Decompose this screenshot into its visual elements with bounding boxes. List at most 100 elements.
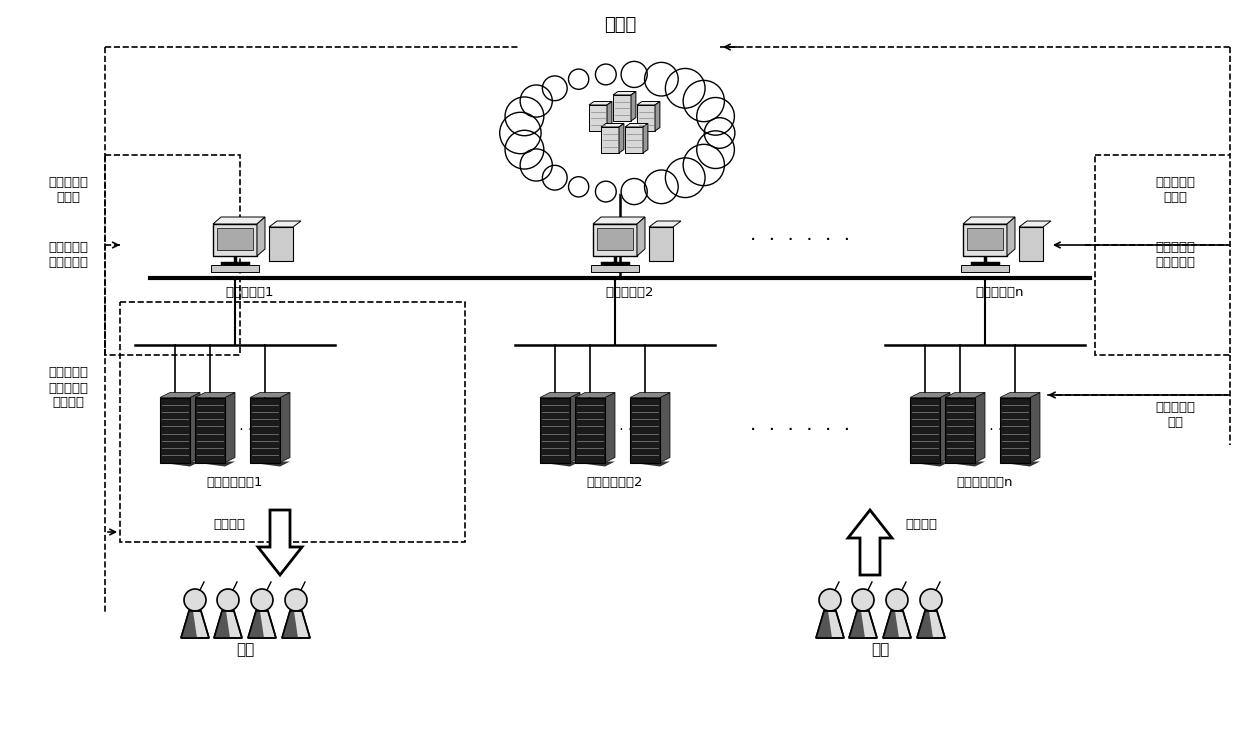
- Text: 电池上架: 电池上架: [905, 518, 937, 532]
- Circle shape: [595, 64, 616, 85]
- Polygon shape: [195, 393, 236, 398]
- Polygon shape: [975, 393, 985, 462]
- Polygon shape: [539, 462, 580, 466]
- Polygon shape: [575, 393, 615, 398]
- Bar: [120, 302, 465, 542]
- Circle shape: [184, 589, 206, 611]
- Bar: [269, 227, 293, 261]
- Polygon shape: [181, 611, 197, 638]
- Circle shape: [505, 130, 544, 169]
- Text: · · · · · ·: · · · · · ·: [213, 423, 262, 437]
- Text: 充放电设备组n: 充放电设备组n: [957, 475, 1013, 489]
- Polygon shape: [1030, 393, 1040, 462]
- Text: 充放电局部
馥集合: 充放电局部 馥集合: [1154, 176, 1195, 204]
- Polygon shape: [589, 102, 611, 105]
- Polygon shape: [608, 102, 611, 131]
- Bar: [613, 95, 631, 121]
- Bar: [596, 228, 632, 250]
- Polygon shape: [963, 217, 1016, 224]
- Circle shape: [568, 69, 589, 89]
- Polygon shape: [910, 462, 950, 466]
- Bar: [945, 398, 975, 462]
- Circle shape: [621, 178, 647, 205]
- Bar: [1095, 155, 1230, 355]
- Polygon shape: [605, 393, 615, 462]
- Polygon shape: [257, 217, 265, 256]
- Polygon shape: [160, 393, 200, 398]
- Circle shape: [697, 131, 734, 168]
- Bar: [963, 224, 1007, 256]
- Text: · · · · · ·: · · · · · ·: [594, 423, 641, 437]
- Polygon shape: [224, 393, 236, 462]
- Bar: [637, 105, 655, 131]
- Circle shape: [852, 589, 874, 611]
- Polygon shape: [625, 123, 647, 127]
- Polygon shape: [637, 217, 645, 256]
- Polygon shape: [539, 393, 580, 398]
- Polygon shape: [281, 611, 298, 638]
- Polygon shape: [630, 393, 670, 398]
- Polygon shape: [269, 221, 301, 227]
- Polygon shape: [280, 393, 290, 462]
- Bar: [961, 265, 1009, 272]
- Bar: [999, 398, 1030, 462]
- Polygon shape: [601, 123, 624, 127]
- Polygon shape: [258, 510, 303, 575]
- Polygon shape: [215, 611, 229, 638]
- Polygon shape: [250, 462, 290, 466]
- Polygon shape: [649, 221, 681, 227]
- Polygon shape: [637, 102, 660, 105]
- Text: 边缘计算机2: 边缘计算机2: [605, 287, 653, 299]
- Bar: [575, 398, 605, 462]
- Polygon shape: [655, 102, 660, 131]
- Circle shape: [887, 589, 908, 611]
- Bar: [630, 398, 660, 462]
- Bar: [211, 265, 259, 272]
- Polygon shape: [181, 611, 210, 638]
- Circle shape: [704, 118, 735, 148]
- Polygon shape: [570, 393, 580, 462]
- Polygon shape: [910, 393, 950, 398]
- Polygon shape: [575, 462, 615, 466]
- Circle shape: [621, 62, 647, 87]
- Circle shape: [568, 177, 589, 197]
- Circle shape: [505, 97, 544, 135]
- Circle shape: [645, 170, 678, 204]
- Circle shape: [250, 589, 273, 611]
- Polygon shape: [999, 393, 1040, 398]
- Text: 充放电局部
不良品集合: 充放电局部 不良品集合: [1154, 241, 1195, 269]
- Polygon shape: [281, 611, 310, 638]
- Bar: [217, 228, 253, 250]
- Text: 边缘计算机1: 边缘计算机1: [224, 287, 274, 299]
- Circle shape: [683, 144, 724, 186]
- Text: 边缘计算机n: 边缘计算机n: [975, 287, 1023, 299]
- Circle shape: [285, 589, 308, 611]
- Polygon shape: [945, 462, 985, 466]
- Circle shape: [666, 68, 706, 108]
- Bar: [195, 398, 224, 462]
- Polygon shape: [215, 611, 242, 638]
- Text: 充放电设备组1: 充放电设备组1: [207, 475, 263, 489]
- Bar: [593, 224, 637, 256]
- Polygon shape: [631, 92, 636, 121]
- Text: 充放电全局
馥集合: 充放电全局 馥集合: [48, 176, 88, 204]
- Polygon shape: [945, 393, 985, 398]
- Polygon shape: [644, 123, 647, 153]
- Text: 云平台: 云平台: [604, 16, 636, 34]
- Circle shape: [697, 98, 734, 135]
- Bar: [601, 127, 619, 153]
- Polygon shape: [816, 611, 844, 638]
- Circle shape: [520, 149, 552, 181]
- Bar: [910, 398, 940, 462]
- Bar: [589, 105, 608, 131]
- Polygon shape: [619, 123, 624, 153]
- Text: ·  ·  ·  ·  ·  ·: · · · · · ·: [750, 420, 849, 439]
- Polygon shape: [248, 611, 277, 638]
- Text: 工人: 工人: [872, 642, 889, 657]
- Circle shape: [542, 165, 567, 190]
- Polygon shape: [630, 462, 670, 466]
- Circle shape: [818, 589, 841, 611]
- Polygon shape: [883, 611, 911, 638]
- Polygon shape: [883, 611, 899, 638]
- Circle shape: [217, 589, 239, 611]
